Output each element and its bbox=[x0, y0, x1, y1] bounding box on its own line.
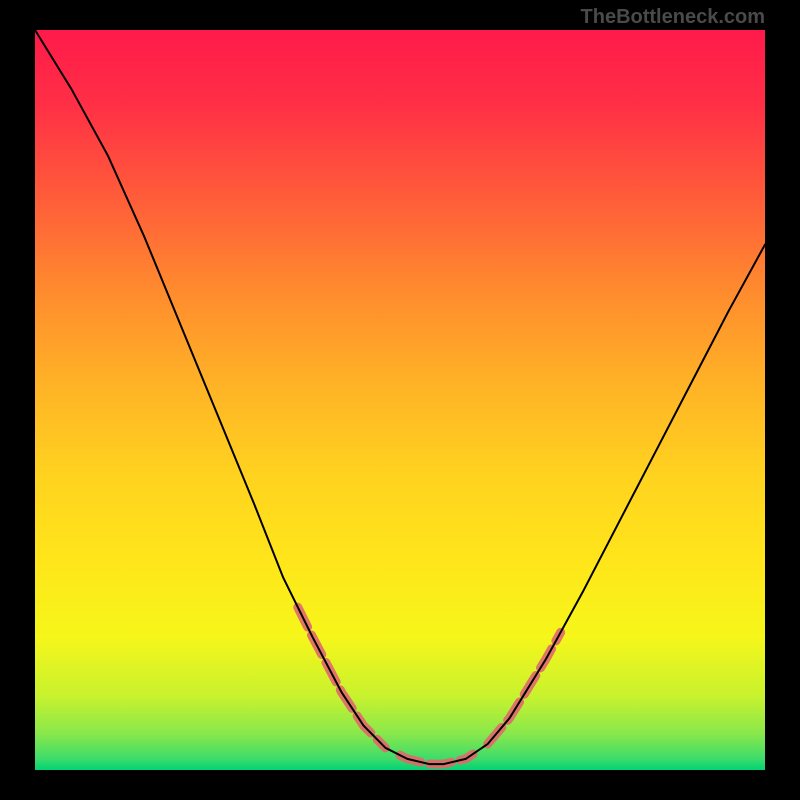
watermark-text: TheBottleneck.com bbox=[581, 6, 765, 29]
bottleneck-curve bbox=[35, 30, 765, 764]
highlight-segment-2 bbox=[488, 632, 561, 744]
curve-svg bbox=[35, 30, 765, 770]
stage: TheBottleneck.com bbox=[0, 0, 800, 800]
highlight-segment-0 bbox=[298, 607, 386, 748]
plot-area bbox=[35, 30, 765, 770]
